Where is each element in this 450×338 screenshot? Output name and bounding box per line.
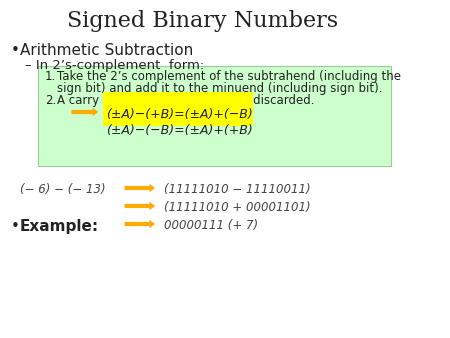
Text: – In 2’s-complement  form:: – In 2’s-complement form: (25, 59, 204, 72)
Text: 00000111 (+ 7): 00000111 (+ 7) (164, 219, 258, 232)
Text: Example:: Example: (20, 219, 99, 234)
Text: Take the 2’s complement of the subtrahend (including the: Take the 2’s complement of the subtrahen… (57, 70, 401, 83)
Text: (±A)−(−B)=(±A)+(+B): (±A)−(−B)=(±A)+(+B) (106, 124, 252, 137)
Text: Signed Binary Numbers: Signed Binary Numbers (68, 10, 338, 32)
Text: (− 6) − (− 13): (− 6) − (− 13) (20, 183, 105, 196)
Text: (11111010 − 11110011): (11111010 − 11110011) (164, 183, 311, 196)
Text: (11111010 + 00001101): (11111010 + 00001101) (164, 201, 311, 214)
Text: 2.: 2. (45, 94, 56, 107)
Text: (±A)−(+B)=(±A)+(−B): (±A)−(+B)=(±A)+(−B) (106, 108, 252, 121)
Text: A carry out of sign-bit position is discarded.: A carry out of sign-bit position is disc… (57, 94, 315, 107)
Text: sign bit) and add it to the minuend (including sign bit).: sign bit) and add it to the minuend (inc… (57, 82, 382, 95)
FancyBboxPatch shape (38, 66, 392, 166)
Text: •: • (11, 219, 20, 234)
Text: 1.: 1. (45, 70, 56, 83)
Text: Arithmetic Subtraction: Arithmetic Subtraction (20, 43, 193, 58)
Text: •: • (11, 43, 20, 58)
FancyBboxPatch shape (103, 92, 253, 126)
